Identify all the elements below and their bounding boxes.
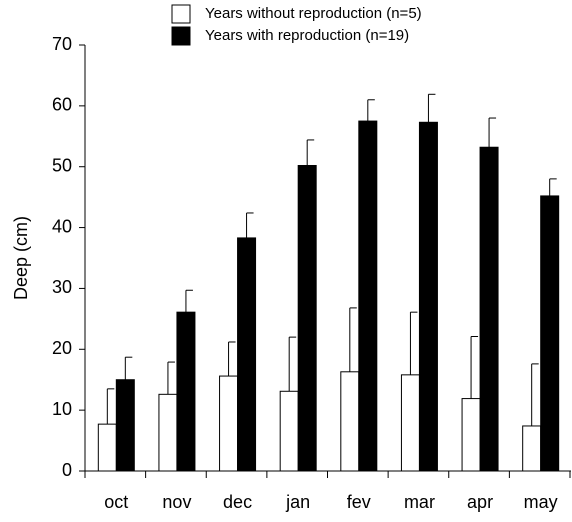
legend-label: Years without reproduction (n=5) xyxy=(205,5,422,22)
y-tick-label: 70 xyxy=(52,34,72,54)
bar xyxy=(115,379,135,472)
x-tick-label: nov xyxy=(162,492,191,512)
bar xyxy=(340,371,360,472)
y-tick-label: 40 xyxy=(52,216,72,236)
legend-swatch xyxy=(171,26,191,46)
x-tick-label: jan xyxy=(285,492,310,512)
bar xyxy=(158,393,178,472)
y-tick-label: 30 xyxy=(52,277,72,297)
bar xyxy=(279,390,299,472)
bar xyxy=(358,120,378,472)
bar xyxy=(176,311,196,472)
x-tick-label: mar xyxy=(404,492,435,512)
bar xyxy=(479,146,499,472)
bar xyxy=(522,425,542,472)
bar xyxy=(461,398,481,472)
y-axis-label: Deep (cm) xyxy=(11,216,31,300)
y-tick-label: 20 xyxy=(52,338,72,358)
bar xyxy=(97,423,117,472)
bar xyxy=(297,164,317,472)
legend-label: Years with reproduction (n=19) xyxy=(205,27,409,44)
legend-swatch xyxy=(171,4,191,24)
y-tick-label: 0 xyxy=(62,460,72,480)
y-tick-label: 10 xyxy=(52,399,72,419)
x-tick-label: may xyxy=(524,492,558,512)
y-tick-label: 50 xyxy=(52,155,72,175)
bar xyxy=(540,195,560,472)
y-tick-label: 60 xyxy=(52,95,72,115)
x-tick-label: dec xyxy=(223,492,252,512)
x-tick-label: fev xyxy=(347,492,371,512)
bar xyxy=(418,121,438,472)
bar xyxy=(400,374,420,472)
bar xyxy=(237,237,257,472)
x-tick-label: apr xyxy=(467,492,493,512)
x-tick-label: oct xyxy=(104,492,128,512)
bar xyxy=(219,375,239,472)
